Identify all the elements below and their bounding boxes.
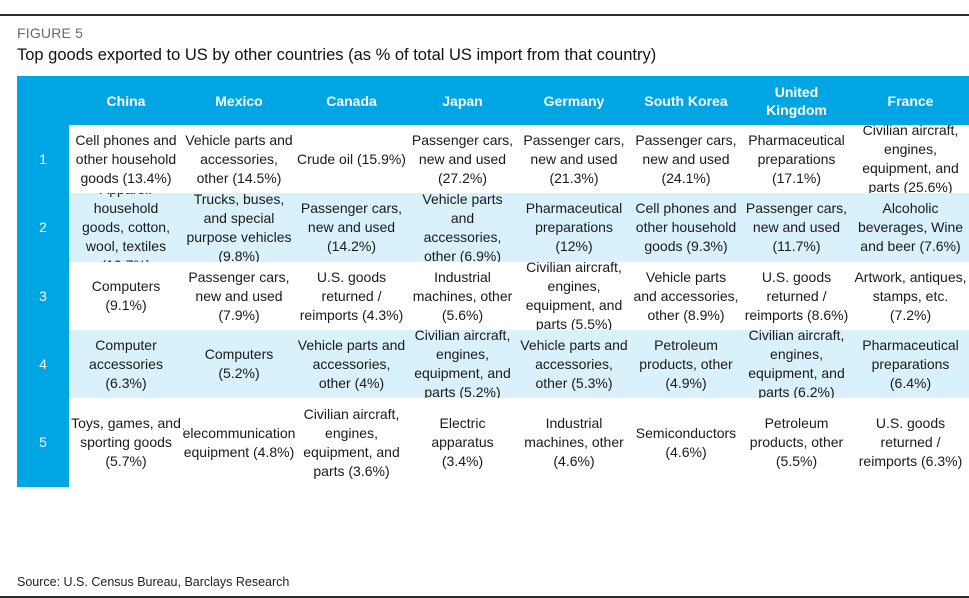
table-cell: Alcoholic beverages, Wine and beer (7.6%… — [852, 193, 969, 262]
table-cell: Computer accessories (6.3%) — [69, 330, 183, 398]
source-note: Source: U.S. Census Bureau, Barclays Res… — [17, 575, 290, 589]
row-rank: 5 — [17, 398, 69, 487]
table-cell: Vehicle parts and accessories, other (4%… — [295, 330, 408, 398]
row-rank: 4 — [17, 330, 69, 398]
table-cell: Vehicle parts and accessories, other (5.… — [517, 330, 631, 398]
table-cell: Computers (9.1%) — [69, 262, 183, 330]
table-cell: Petroleum products, other (5.5%) — [741, 398, 852, 487]
table-cell: Passenger cars, new and used (21.3%) — [517, 125, 631, 193]
header-corner — [17, 76, 69, 125]
table-cell: Trucks, buses, and special purpose vehic… — [183, 193, 295, 262]
row-rank: 3 — [17, 262, 69, 330]
table-cell: Artwork, antiques, stamps, etc. (7.2%) — [852, 262, 969, 330]
column-header: Mexico — [183, 76, 295, 125]
table-cell: Pharmaceutical preparations (12%) — [517, 193, 631, 262]
table-cell: Petroleum products, other (4.9%) — [631, 330, 741, 398]
table-cell: Civilian aircraft, engines, equipment, a… — [408, 330, 517, 398]
table-cell: Semiconductors (4.6%) — [631, 398, 741, 487]
table-cell: U.S. goods returned / reimports (8.6%) — [741, 262, 852, 330]
table-cell: Pharmaceutical preparations (6.4%) — [852, 330, 969, 398]
table-cell: Vehicle parts and accessories, other (6.… — [408, 193, 517, 262]
top-bar — [0, 0, 969, 16]
row-rank: 2 — [17, 193, 69, 262]
exports-table: China Mexico Canada Japan Germany South … — [17, 76, 969, 567]
figure-label: FIGURE 5 — [17, 25, 84, 41]
table-cell: Industrial machines, other (4.6%) — [517, 398, 631, 487]
table-cell: Cell phones and other household goods (9… — [631, 193, 741, 262]
table-cell: U.S. goods returned / reimports (4.3%) — [295, 262, 408, 330]
column-header: Canada — [295, 76, 408, 125]
table-cell: Passenger cars, new and used (11.7%) — [741, 193, 852, 262]
column-header: China — [69, 76, 183, 125]
table-cell: Passenger cars, new and used (24.1%) — [631, 125, 741, 193]
table-cell: Toys, games, and sporting goods (5.7%) — [69, 398, 183, 487]
table-cell: Industrial machines, other (5.6%) — [408, 262, 517, 330]
table-cell: Apparel: household goods, cotton, wool, … — [69, 193, 183, 262]
table-cell: Electric apparatus (3.4%) — [408, 398, 517, 487]
table-cell: Civilian aircraft, engines, equipment, a… — [517, 262, 631, 330]
table-cell: Passenger cars, new and used (7.9%) — [183, 262, 295, 330]
table-cell: Vehicle parts and accessories, other (14… — [183, 125, 295, 193]
figure-title: Top goods exported to US by other countr… — [17, 46, 657, 64]
table-cell: U.S. goods returned / reimports (6.3%) — [852, 398, 969, 487]
table-cell: Passenger cars, new and used (27.2%) — [408, 125, 517, 193]
table-cell: Civilian aircraft, engines, equipment, a… — [741, 330, 852, 398]
table-cell: Vehicle parts and accessories, other (8.… — [631, 262, 741, 330]
table-cell: Cell phones and other household goods (1… — [69, 125, 183, 193]
table-cell: Pharmaceutical preparations (17.1%) — [741, 125, 852, 193]
bottom-rule — [0, 596, 969, 598]
row-rank: 1 — [17, 125, 69, 193]
table-cell: Computers (5.2%) — [183, 330, 295, 398]
table-cell: Civilian aircraft, engines, equipment, a… — [295, 398, 408, 487]
column-header: France — [852, 76, 969, 125]
table-cell: Civilian aircraft, engines, equipment, a… — [852, 125, 969, 193]
column-header: Germany — [517, 76, 631, 125]
table-cell: Passenger cars, new and used (14.2%) — [295, 193, 408, 262]
column-header: South Korea — [631, 76, 741, 125]
column-header: Japan — [408, 76, 517, 125]
table-cell: Telecommunications equipment (4.8%) — [183, 398, 295, 487]
top-rule — [0, 14, 969, 16]
column-header: United Kingdom — [741, 76, 852, 125]
table-cell: Crude oil (15.9%) — [295, 125, 408, 193]
